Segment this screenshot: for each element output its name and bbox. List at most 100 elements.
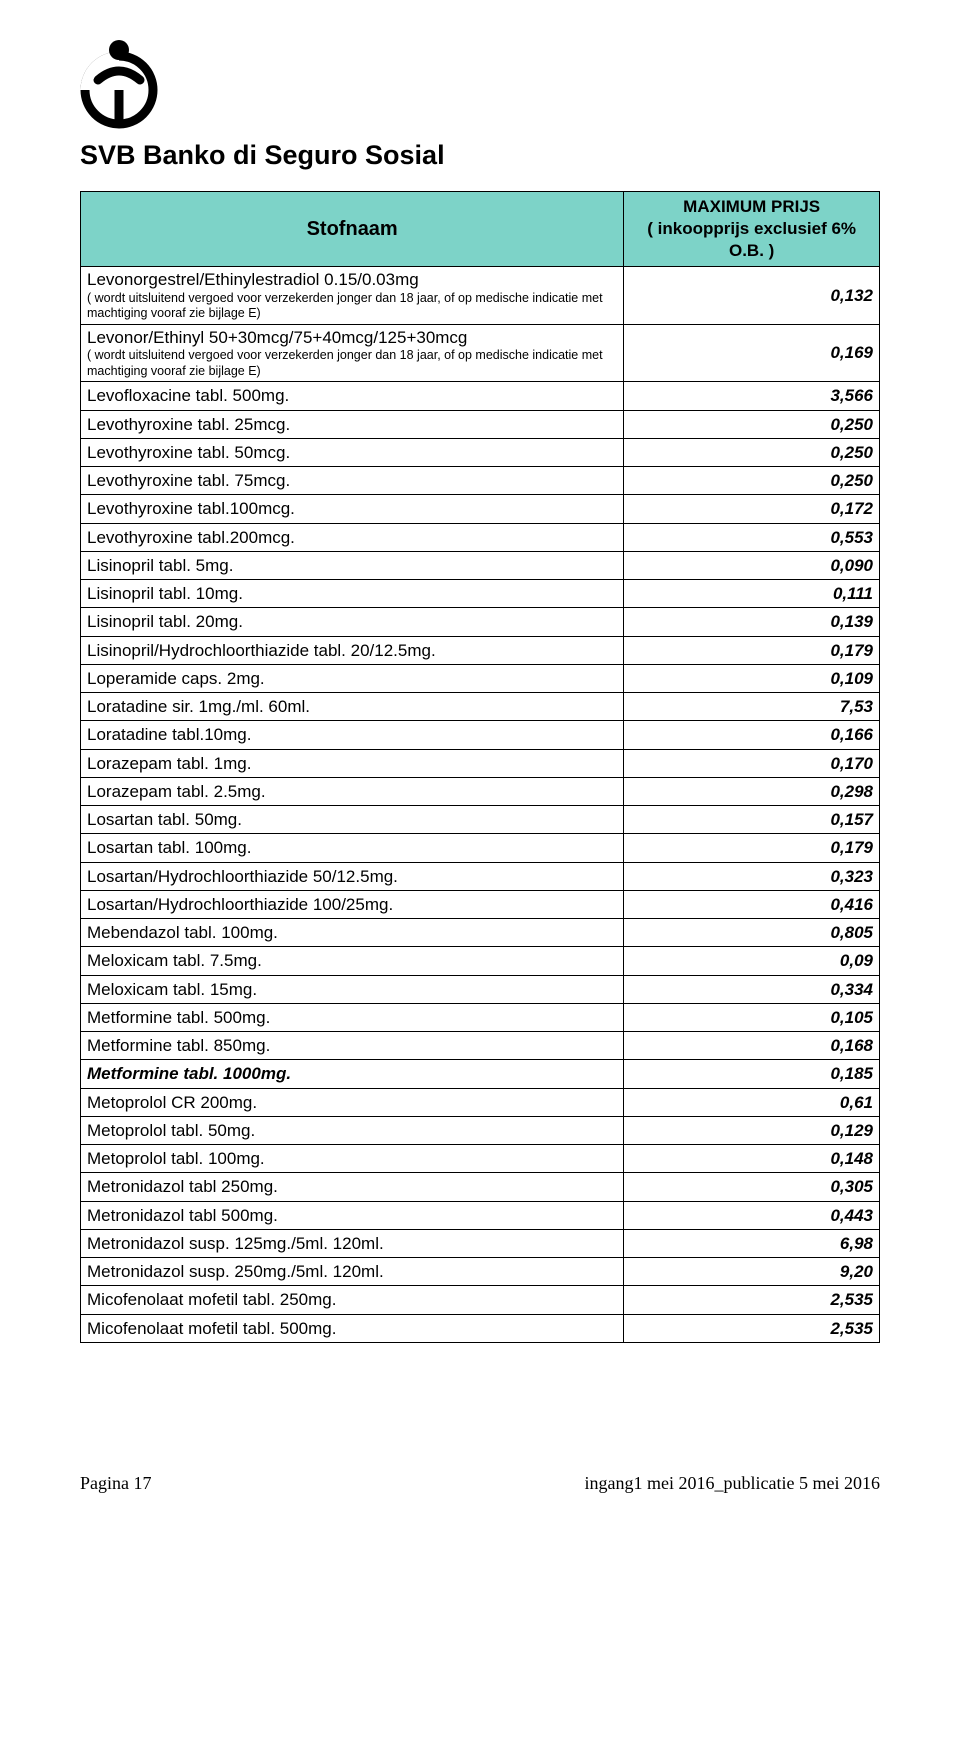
cell-name: Lorazepam tabl. 2.5mg. — [81, 777, 624, 805]
cell-name: Metformine tabl. 850mg. — [81, 1032, 624, 1060]
drug-subnote: ( wordt uitsluitend vergoed voor verzeke… — [87, 348, 617, 379]
table-row: Losartan tabl. 50mg.0,157 — [81, 806, 880, 834]
drug-name: Metoprolol CR 200mg. — [87, 1093, 257, 1112]
cell-price: 0,553 — [624, 523, 880, 551]
cell-price: 0,157 — [624, 806, 880, 834]
drug-name: Levothyroxine tabl.100mcg. — [87, 499, 295, 518]
cell-price: 0,168 — [624, 1032, 880, 1060]
drug-name: Loratadine sir. 1mg./ml. 60ml. — [87, 697, 310, 716]
cell-price: 0,170 — [624, 749, 880, 777]
cell-name: Levonor/Ethinyl 50+30mcg/75+40mcg/125+30… — [81, 324, 624, 382]
cell-price: 0,169 — [624, 324, 880, 382]
drug-subnote: ( wordt uitsluitend vergoed voor verzeke… — [87, 291, 617, 322]
cell-price: 0,323 — [624, 862, 880, 890]
drug-name: Metformine tabl. 1000mg. — [87, 1064, 291, 1083]
column-header-price: MAXIMUM PRIJS ( inkoopprijs exclusief 6%… — [624, 192, 880, 267]
table-row: Meloxicam tabl. 7.5mg.0,09 — [81, 947, 880, 975]
table-row: Lisinopril tabl. 5mg. 0,090 — [81, 551, 880, 579]
cell-price: 0,172 — [624, 495, 880, 523]
cell-price: 0,305 — [624, 1173, 880, 1201]
publication-date: ingang1 mei 2016_publicatie 5 mei 2016 — [585, 1473, 880, 1494]
page-number: Pagina 17 — [80, 1473, 152, 1494]
drug-name: Lisinopril tabl. 20mg. — [87, 612, 243, 631]
cell-name: Micofenolaat mofetil tabl. 500mg. — [81, 1314, 624, 1342]
drug-name: Levothyroxine tabl.200mcg. — [87, 528, 295, 547]
column-header-name: Stofnaam — [81, 192, 624, 267]
cell-name: Lorazepam tabl. 1mg. — [81, 749, 624, 777]
cell-price: 0,298 — [624, 777, 880, 805]
drug-name: Metformine tabl. 500mg. — [87, 1008, 270, 1027]
cell-price: 0,443 — [624, 1201, 880, 1229]
table-row: Levothyroxine tabl. 25mcg.0,250 — [81, 410, 880, 438]
cell-name: Metronidazol susp. 250mg./5ml. 120ml. — [81, 1258, 624, 1286]
cell-price: 0,250 — [624, 467, 880, 495]
drug-name: Metronidazol tabl 500mg. — [87, 1206, 278, 1225]
cell-price: 0,179 — [624, 834, 880, 862]
cell-price: 6,98 — [624, 1229, 880, 1257]
page-title: SVB Banko di Seguro Sosial — [80, 140, 880, 171]
drug-name: Mebendazol tabl. 100mg. — [87, 923, 278, 942]
cell-price: 0,139 — [624, 608, 880, 636]
table-row: Losartan tabl. 100mg. 0,179 — [81, 834, 880, 862]
cell-price: 0,805 — [624, 919, 880, 947]
table-row: Loratadine tabl.10mg.0,166 — [81, 721, 880, 749]
table-row: Levonor/Ethinyl 50+30mcg/75+40mcg/125+30… — [81, 324, 880, 382]
cell-price: 0,334 — [624, 975, 880, 1003]
drug-name: Lisinopril tabl. 5mg. — [87, 556, 233, 575]
cell-name: Losartan/Hydrochloorthiazide 50/12.5mg. — [81, 862, 624, 890]
cell-name: Mebendazol tabl. 100mg. — [81, 919, 624, 947]
cell-name: Metoprolol tabl. 100mg. — [81, 1145, 624, 1173]
drug-name: Metoprolol tabl. 100mg. — [87, 1149, 265, 1168]
cell-name: Levofloxacine tabl. 500mg. — [81, 382, 624, 410]
cell-name: Losartan tabl. 100mg. — [81, 834, 624, 862]
cell-price: 0,185 — [624, 1060, 880, 1088]
cell-name: Levothyroxine tabl. 50mcg. — [81, 438, 624, 466]
drug-name: Losartan tabl. 100mg. — [87, 838, 251, 857]
cell-name: Levothyroxine tabl.200mcg. — [81, 523, 624, 551]
drug-name: Levothyroxine tabl. 25mcg. — [87, 415, 290, 434]
cell-price: 0,09 — [624, 947, 880, 975]
table-row: Losartan/Hydrochloorthiazide 100/25mg.0,… — [81, 890, 880, 918]
cell-price: 0,090 — [624, 551, 880, 579]
drug-name: Micofenolaat mofetil tabl. 250mg. — [87, 1290, 336, 1309]
page-footer: Pagina 17 ingang1 mei 2016_publicatie 5 … — [80, 1473, 880, 1494]
table-row: Metoprolol CR 200mg. 0,61 — [81, 1088, 880, 1116]
table-row: Metronidazol tabl 500mg. 0,443 — [81, 1201, 880, 1229]
table-row: Metoprolol tabl. 100mg.0,148 — [81, 1145, 880, 1173]
table-row: Meloxicam tabl. 15mg.0,334 — [81, 975, 880, 1003]
drug-name: Levothyroxine tabl. 75mcg. — [87, 471, 290, 490]
cell-price: 0,166 — [624, 721, 880, 749]
cell-name: Lisinopril tabl. 10mg. — [81, 580, 624, 608]
cell-name: Levonorgestrel/Ethinylestradiol 0.15/0.0… — [81, 267, 624, 325]
cell-name: Levothyroxine tabl.100mcg. — [81, 495, 624, 523]
cell-price: 0,61 — [624, 1088, 880, 1116]
cell-price: 0,111 — [624, 580, 880, 608]
price-table: Stofnaam MAXIMUM PRIJS ( inkoopprijs exc… — [80, 191, 880, 1343]
drug-name: Metoprolol tabl. 50mg. — [87, 1121, 255, 1140]
drug-name: Levofloxacine tabl. 500mg. — [87, 386, 289, 405]
table-row: Levothyroxine tabl.200mcg. 0,553 — [81, 523, 880, 551]
cell-price: 0,109 — [624, 664, 880, 692]
table-row: Lorazepam tabl. 2.5mg.0,298 — [81, 777, 880, 805]
drug-name: Lisinopril/Hydrochloorthiazide tabl. 20/… — [87, 641, 436, 660]
drug-name: Metronidazol tabl 250mg. — [87, 1177, 278, 1196]
table-row: Metformine tabl. 850mg.0,168 — [81, 1032, 880, 1060]
cell-name: Metoprolol CR 200mg. — [81, 1088, 624, 1116]
drug-name: Metronidazol susp. 250mg./5ml. 120ml. — [87, 1262, 384, 1281]
table-row: Mebendazol tabl. 100mg. 0,805 — [81, 919, 880, 947]
table-row: Losartan/Hydrochloorthiazide 50/12.5mg. 0… — [81, 862, 880, 890]
cell-name: Metronidazol susp. 125mg./5ml. 120ml. — [81, 1229, 624, 1257]
cell-name: Meloxicam tabl. 15mg. — [81, 975, 624, 1003]
drug-name: Metronidazol susp. 125mg./5ml. 120ml. — [87, 1234, 384, 1253]
table-row: Levothyroxine tabl.100mcg. 0,172 — [81, 495, 880, 523]
drug-name: Losartan/Hydrochloorthiazide 50/12.5mg. — [87, 867, 398, 886]
cell-price: 7,53 — [624, 693, 880, 721]
table-row: Levothyroxine tabl. 50mcg.0,250 — [81, 438, 880, 466]
cell-name: Metformine tabl. 500mg. — [81, 1003, 624, 1031]
cell-price: 0,105 — [624, 1003, 880, 1031]
cell-name: Meloxicam tabl. 7.5mg. — [81, 947, 624, 975]
drug-name: Micofenolaat mofetil tabl. 500mg. — [87, 1319, 336, 1338]
cell-price: 0,250 — [624, 438, 880, 466]
cell-price: 2,535 — [624, 1286, 880, 1314]
cell-name: Lisinopril/Hydrochloorthiazide tabl. 20/… — [81, 636, 624, 664]
